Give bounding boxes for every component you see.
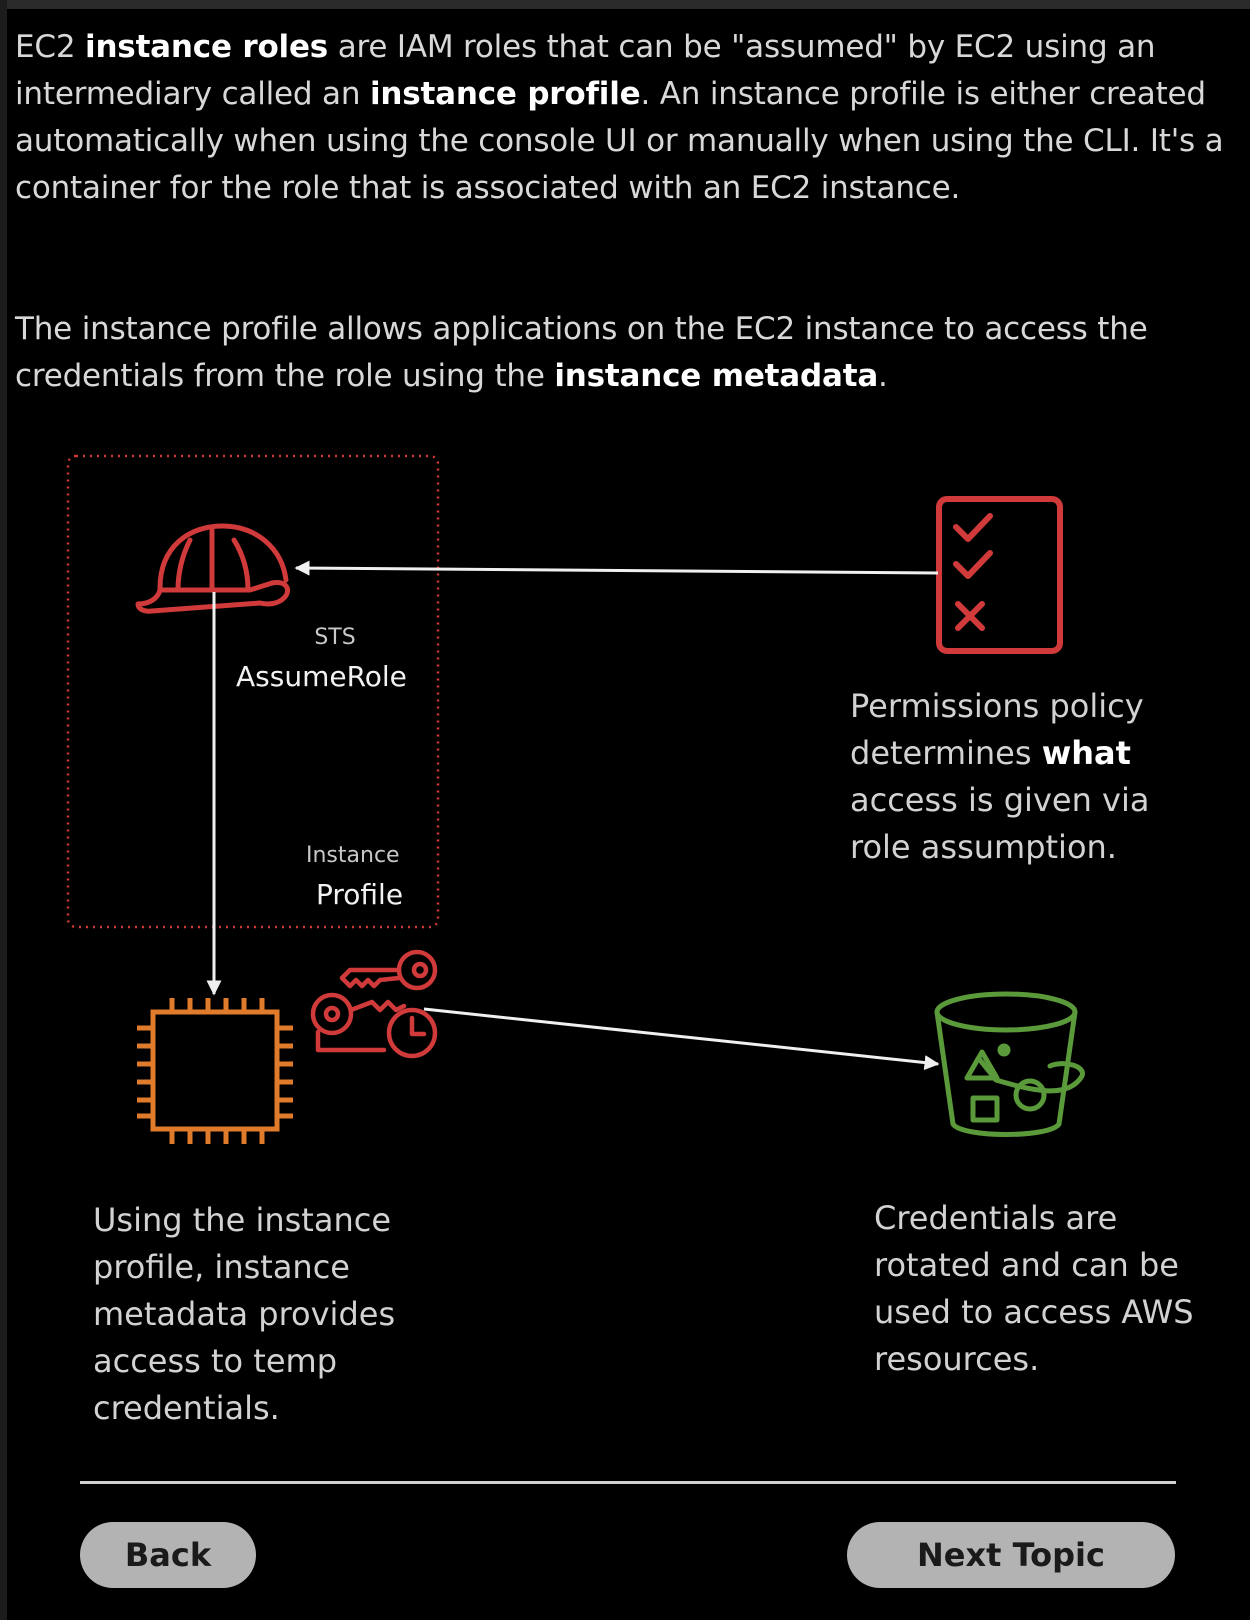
term-instance-metadata: instance metadata xyxy=(554,358,879,394)
policy-caption: Permissions policy determines what acces… xyxy=(850,687,1150,866)
metadata-caption: Using the instance profile, instance met… xyxy=(93,1201,396,1427)
term-instance-profile: instance profile xyxy=(369,76,641,112)
instance-label: Instance xyxy=(306,843,400,868)
footer-divider xyxy=(80,1481,1176,1484)
credentials-caption: Credentials are rotated and can be used … xyxy=(874,1199,1194,1378)
sts-label: STS xyxy=(314,625,356,650)
term-instance-roles: instance roles xyxy=(85,29,329,65)
next-topic-button[interactable]: Next Topic xyxy=(847,1522,1175,1588)
checklist-policy-icon xyxy=(936,496,1063,654)
instance-profile-diagram xyxy=(66,454,1085,1144)
keys-clock-icon xyxy=(310,949,438,1059)
back-button[interactable]: Back xyxy=(80,1522,256,1588)
credentials-to-s3-arrow xyxy=(423,1007,940,1071)
assume-role-label: AssumeRole xyxy=(236,660,407,693)
instance-profile-box xyxy=(66,454,440,929)
s3-bucket-icon xyxy=(934,991,1085,1137)
metadata-paragraph: The instance profile allows applications… xyxy=(15,311,1148,394)
ec2-chip-icon xyxy=(137,998,293,1144)
window-top-border xyxy=(0,0,1250,9)
helmet-role-icon xyxy=(135,523,290,614)
intro-paragraph: EC2 instance roles are IAM roles that ca… xyxy=(15,29,1224,206)
window-left-border xyxy=(0,0,7,1620)
policy-to-role-arrow xyxy=(294,560,939,576)
term-what: what xyxy=(1041,734,1131,772)
profile-label: Profile xyxy=(316,878,404,911)
